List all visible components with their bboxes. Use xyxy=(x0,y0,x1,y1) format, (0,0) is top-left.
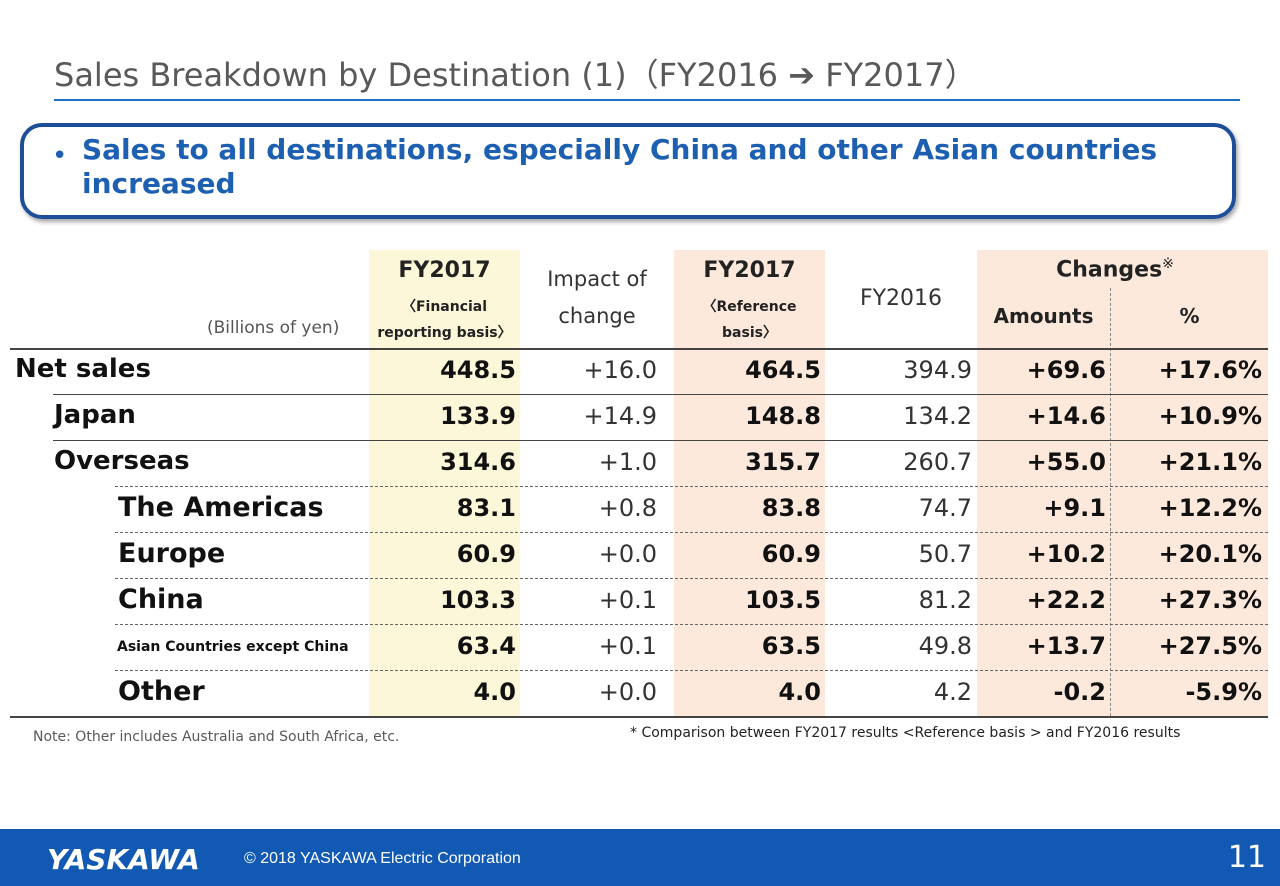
impact-value: +0.1 xyxy=(598,632,657,660)
note-other: Note: Other includes Australia and South… xyxy=(33,729,400,745)
fy2017-reference-header: FY2017 xyxy=(703,258,796,283)
impact-value: +1.0 xyxy=(598,448,657,476)
fy2016-value: 49.8 xyxy=(918,632,972,660)
change-amount-value: +69.6 xyxy=(1026,356,1106,384)
change-amount-value: +13.7 xyxy=(1026,632,1106,660)
row-separator xyxy=(115,532,1268,533)
copyright-text: © 2018 YASKAWA Electric Corporation xyxy=(244,850,521,867)
impact-value: +0.0 xyxy=(598,540,657,568)
fy2017-financial-value: 314.6 xyxy=(440,448,516,476)
amounts-header: Amounts xyxy=(993,304,1094,328)
impact-header-line2: change xyxy=(558,304,636,328)
change-percent-value: +10.9% xyxy=(1158,402,1262,430)
row-separator xyxy=(115,578,1268,579)
change-amount-value: +14.6 xyxy=(1026,402,1106,430)
change-percent-value: -5.9% xyxy=(1185,678,1262,706)
row-label: Japan xyxy=(54,400,136,430)
fy2017-financial-sub1: 〈Financial xyxy=(401,299,488,315)
change-amount-value: +10.2 xyxy=(1026,540,1106,568)
key-message-box: • Sales to all destinations, especially … xyxy=(20,123,1236,219)
change-percent-value: +20.1% xyxy=(1158,540,1262,568)
change-percent-value: +21.1% xyxy=(1158,448,1262,476)
fy2017-reference-value: 83.8 xyxy=(761,494,821,522)
percent-header: % xyxy=(1179,304,1200,328)
yaskawa-logo: YASKAWA xyxy=(47,843,200,876)
fy2016-value: 74.7 xyxy=(918,494,972,522)
fy2016-value: 50.7 xyxy=(918,540,972,568)
impact-value: +0.8 xyxy=(598,494,657,522)
change-percent-value: +27.5% xyxy=(1158,632,1262,660)
fy2016-header: FY2016 xyxy=(859,286,943,311)
row-label: Asian Countries except China xyxy=(117,639,349,655)
title-underline xyxy=(54,99,1240,101)
row-separator xyxy=(115,624,1268,625)
fy2017-financial-value: 4.0 xyxy=(473,678,516,706)
fy2017-reference-value: 315.7 xyxy=(745,448,821,476)
change-percent-value: +17.6% xyxy=(1158,356,1262,384)
fy2017-reference-value: 63.5 xyxy=(761,632,821,660)
slide-title: Sales Breakdown by Destination (1)（FY201… xyxy=(54,56,977,94)
impact-value: +0.1 xyxy=(598,586,657,614)
fy2016-value: 394.9 xyxy=(903,356,972,384)
row-label: China xyxy=(118,584,204,615)
fy2017-financial-value: 103.3 xyxy=(440,586,516,614)
change-amount-value: -0.2 xyxy=(1053,678,1106,706)
row-label: Europe xyxy=(118,538,226,569)
change-amount-value: +55.0 xyxy=(1026,448,1106,476)
row-label: Net sales xyxy=(15,354,151,384)
impact-value: +14.9 xyxy=(583,402,657,430)
units-label: (Billions of yen) xyxy=(207,318,340,338)
row-separator xyxy=(115,486,1268,487)
fy2017-reference-value: 103.5 xyxy=(745,586,821,614)
change-amount-value: +22.2 xyxy=(1026,586,1106,614)
fy2017-financial-sub2: reporting basis〉 xyxy=(377,325,512,341)
fy2017-financial-value: 448.5 xyxy=(440,356,516,384)
fy2017-reference-value: 60.9 xyxy=(761,540,821,568)
fy2017-financial-header: FY2017 xyxy=(398,258,491,283)
fy2017-reference-sub2: basis〉 xyxy=(722,325,777,341)
change-percent-value: +12.2% xyxy=(1158,494,1262,522)
fy2017-reference-value: 464.5 xyxy=(745,356,821,384)
row-separator xyxy=(53,440,1268,441)
fy2017-reference-value: 4.0 xyxy=(778,678,821,706)
table-bottom-rule xyxy=(10,716,1268,718)
fy2016-value: 134.2 xyxy=(903,402,972,430)
change-percent-value: +27.3% xyxy=(1158,586,1262,614)
changes-footnote-mark: ※ xyxy=(1162,256,1174,272)
fy2017-financial-value: 63.4 xyxy=(456,632,516,660)
row-label: Other xyxy=(118,676,205,707)
impact-value: +16.0 xyxy=(583,356,657,384)
row-separator xyxy=(115,670,1268,671)
page-number: 11 xyxy=(1227,840,1266,875)
fy2016-value: 4.2 xyxy=(933,678,972,706)
fy2016-value: 260.7 xyxy=(903,448,972,476)
impact-header-line1: Impact of xyxy=(547,267,647,291)
row-label: The Americas xyxy=(118,492,324,523)
footer-bar: YASKAWA © 2018 YASKAWA Electric Corporat… xyxy=(0,829,1280,886)
changes-header-text: Changes xyxy=(1056,257,1163,283)
change-amount-value: +9.1 xyxy=(1043,494,1106,522)
changes-header: Changes※ xyxy=(1040,256,1190,282)
fy2017-reference-value: 148.8 xyxy=(745,402,821,430)
note-comparison: * Comparison between FY2017 results <Ref… xyxy=(630,725,1181,741)
changes-column-bg xyxy=(977,250,1268,716)
fy2016-value: 81.2 xyxy=(918,586,972,614)
key-message-text: Sales to all destinations, especially Ch… xyxy=(82,133,1157,200)
fy2017-financial-value: 133.9 xyxy=(440,402,516,430)
row-separator xyxy=(10,348,1268,350)
fy2017-reference-sub1: 〈Reference xyxy=(702,299,797,315)
bullet-point-icon: • xyxy=(52,141,68,171)
fy2017-reference-column-bg xyxy=(674,250,825,716)
impact-value: +0.0 xyxy=(598,678,657,706)
row-label: Overseas xyxy=(54,446,190,476)
changes-divider xyxy=(1110,288,1111,716)
fy2017-financial-column-bg xyxy=(369,250,520,716)
fy2017-financial-value: 83.1 xyxy=(456,494,516,522)
row-separator xyxy=(53,394,1268,395)
fy2017-financial-value: 60.9 xyxy=(456,540,516,568)
